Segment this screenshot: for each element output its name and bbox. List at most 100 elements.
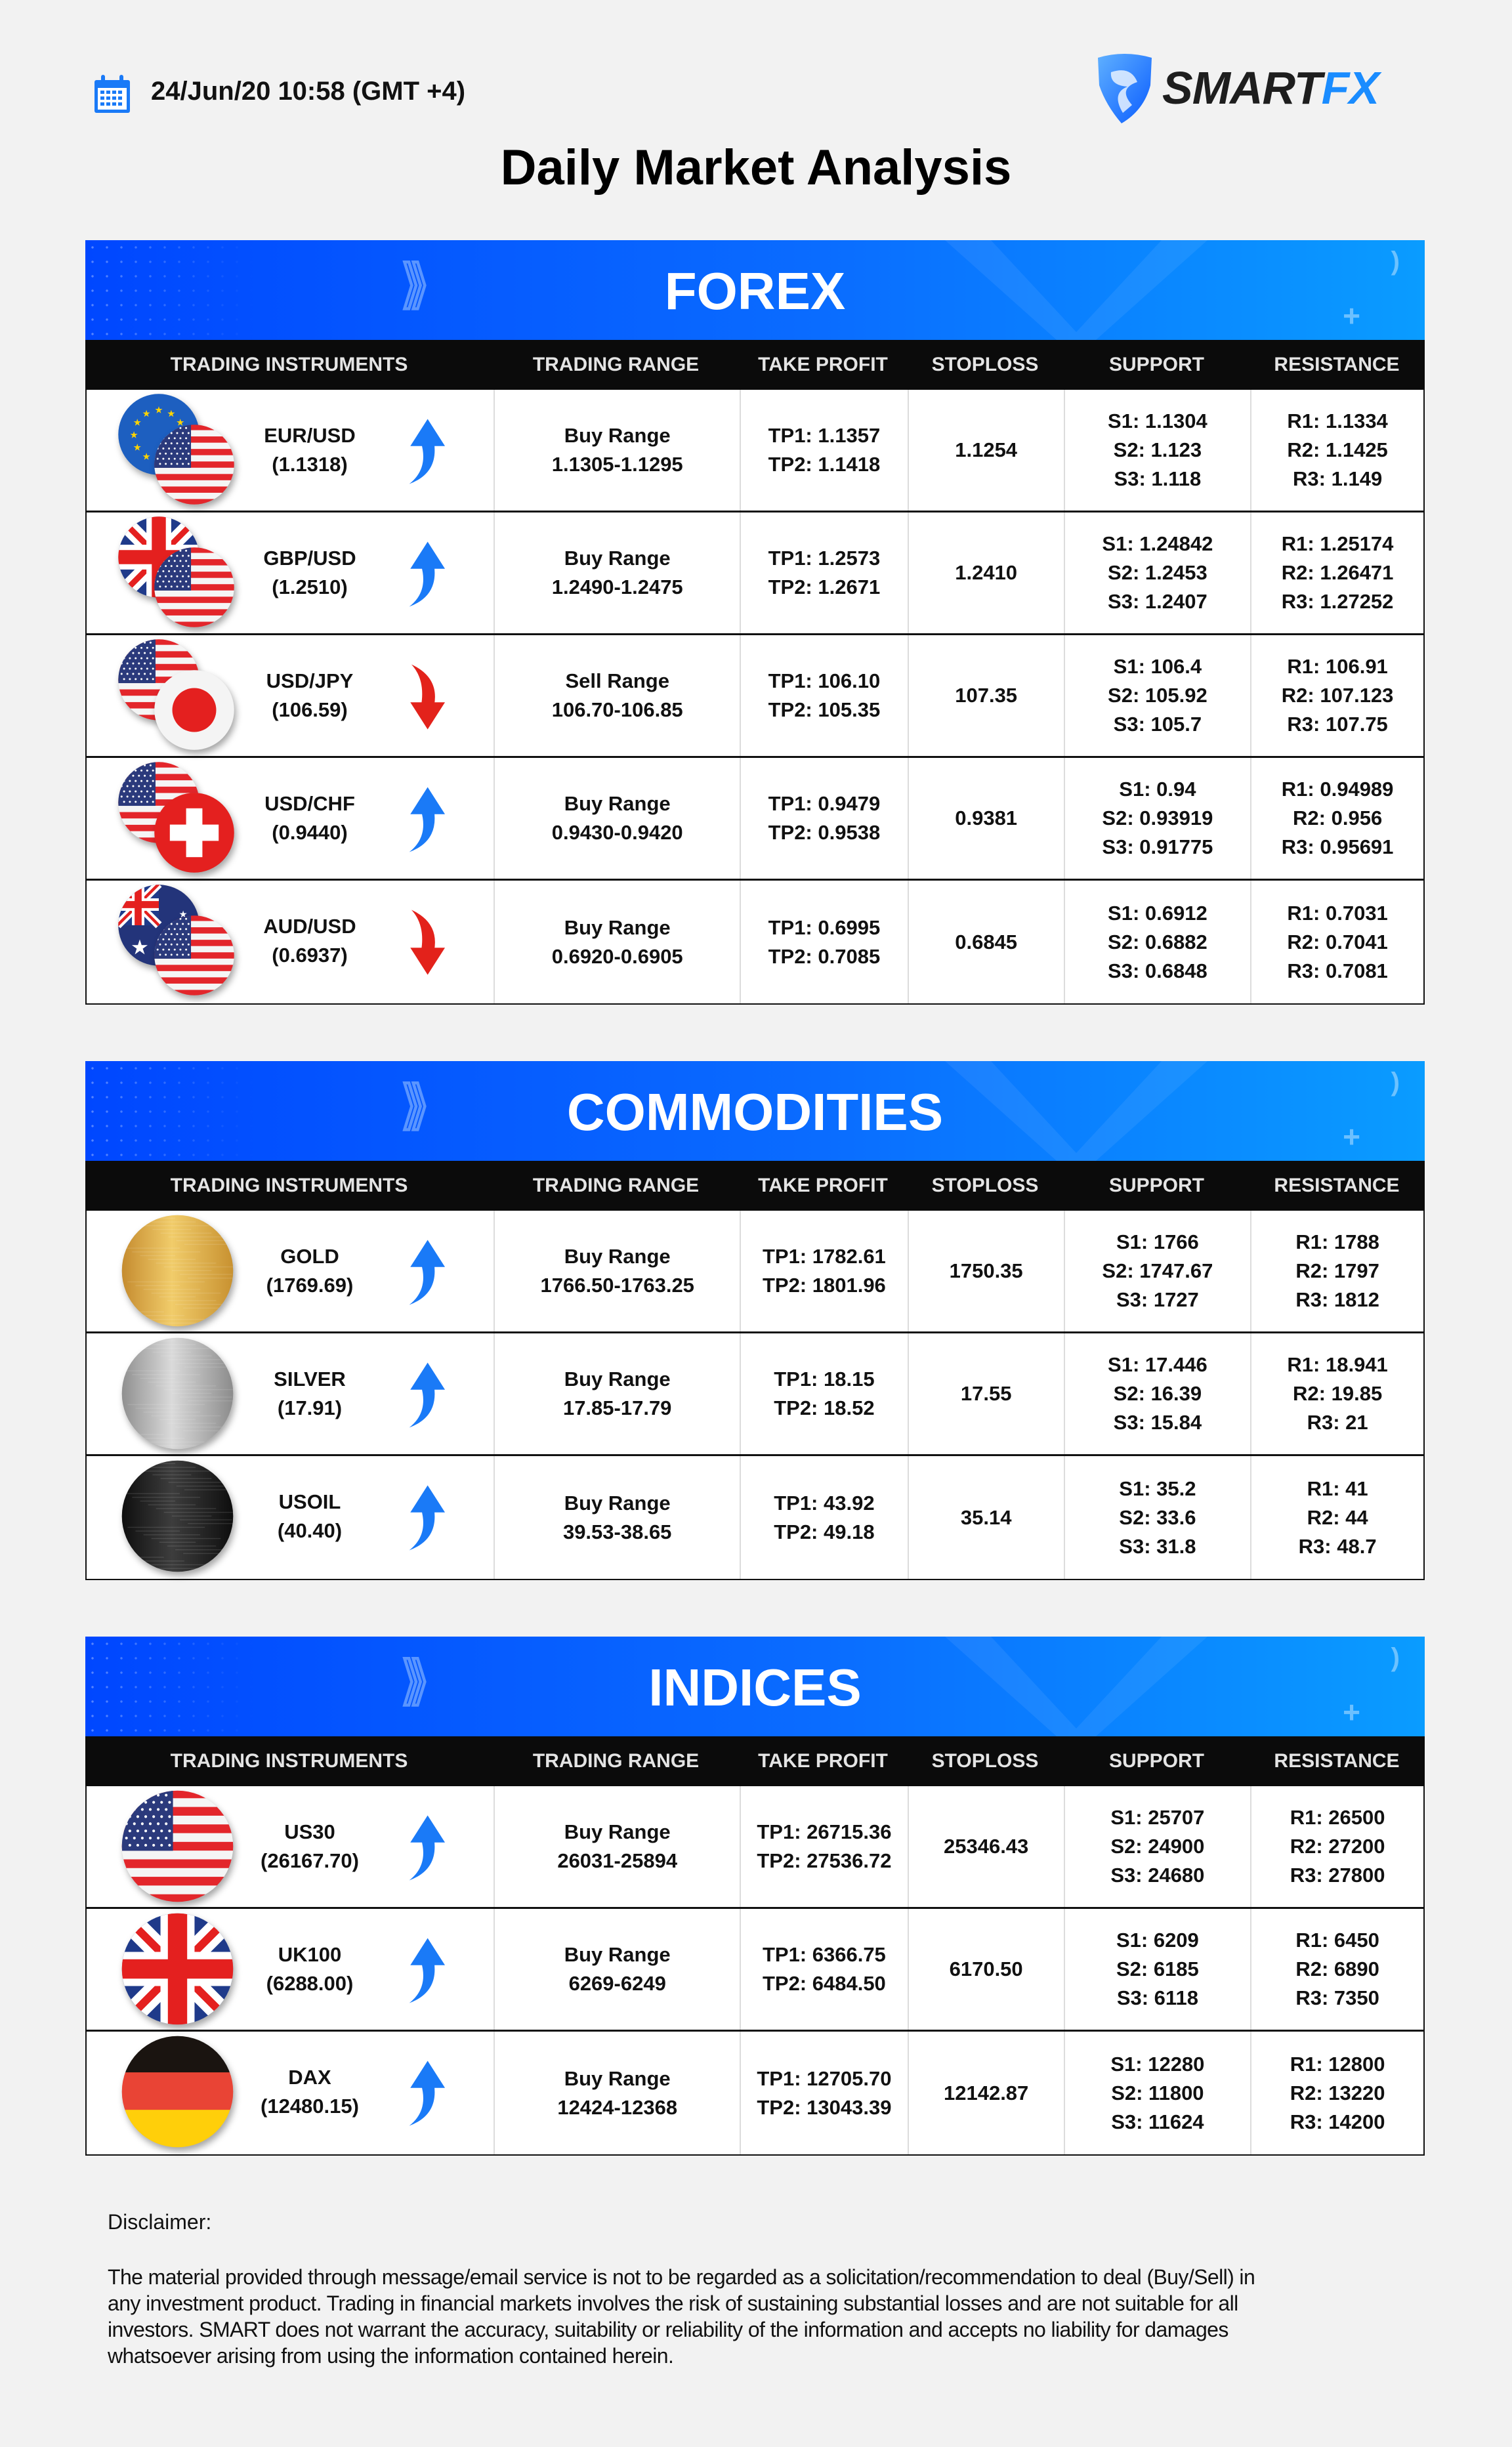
take-profit-cell: TP1: 0.6995 TP2: 0.7085: [740, 881, 908, 1003]
column-header: SUPPORT: [1108, 1175, 1205, 1196]
stoploss-value: 25346.43: [943, 1835, 1029, 1858]
disclaimer-line: whatsoever arising from using the inform…: [108, 2344, 674, 2368]
range-label: Buy Range: [564, 2066, 671, 2090]
instrument-cell: ★★★ AUD/USD(0.6937): [87, 881, 494, 1003]
arrow-up-icon: [409, 1362, 446, 1428]
column-header: RESISTANCE: [1274, 1175, 1400, 1196]
table-row: USD/JPY (106.59) Sell Range 106.70-106.85 …: [87, 635, 1423, 758]
support-level: S1: 12280: [1110, 2052, 1205, 2076]
support-level: S3: 11624: [1111, 2110, 1204, 2133]
tp2: TP2: 1801.96: [762, 1274, 886, 1297]
support-level: S3: 24680: [1110, 1864, 1205, 1887]
support-level: S3: 1.2407: [1108, 590, 1208, 613]
table-row: SILVER (17.91) Buy Range 17.85-17.79 TP1: …: [87, 1333, 1423, 1456]
support-cell: S1: 12280 S2: 11800 S3: 11624: [1063, 2032, 1251, 2154]
instrument-name: USOIL: [278, 1490, 341, 1513]
take-profit-cell: TP1: 12705.70 TP2: 13043.39: [740, 2032, 908, 2154]
stoploss-value: 1750.35: [949, 1259, 1023, 1282]
resistance-level: R3: 7350: [1295, 1986, 1379, 2009]
chevron-decoration-icon: ⟫: [400, 254, 430, 314]
resistance-level: R3: 1812: [1295, 1288, 1379, 1311]
arrow-up-icon: [409, 1485, 446, 1551]
us-flag-icon: [154, 425, 234, 505]
section-commodities: ⟫ ) + COMMODITIES TRADING INSTRUMENTS TRA…: [85, 1061, 1425, 1580]
resistance-level: R2: 6890: [1295, 1957, 1379, 1980]
tp2: TP2: 105.35: [768, 698, 881, 721]
support-level: S3: 0.6848: [1108, 959, 1208, 982]
trading-range-cell: Buy Range 0.6920-0.6905: [494, 881, 740, 1003]
resistance-level: R3: 0.7081: [1287, 959, 1388, 982]
tp1: TP1: 18.15: [774, 1368, 875, 1391]
support-level: S3: 1727: [1116, 1288, 1199, 1311]
resistance-cell: R1: 1788 R2: 1797 R3: 1812: [1250, 1211, 1423, 1331]
instrument-price: (26167.70): [261, 1849, 359, 1872]
plus-decoration-icon: +: [1343, 299, 1360, 333]
bracket-decoration-icon: ): [1391, 247, 1400, 276]
support-level: S1: 1766: [1116, 1230, 1199, 1253]
instrument-cell: USD/CHF (0.9440): [87, 758, 494, 879]
table-header: TRADING INSTRUMENTS TRADING RANGE TAKE PRO…: [85, 1161, 1425, 1211]
stoploss-value: 12142.87: [943, 2081, 1029, 2104]
support-level: S1: 6209: [1116, 1929, 1199, 1952]
support-level: S1: 0.6912: [1108, 901, 1208, 925]
take-profit-cell: TP1: 0.9479 TP2: 0.9538: [740, 758, 908, 879]
tp2: TP2: 49.18: [774, 1520, 875, 1543]
section-banner: ⟫ ) + COMMODITIES: [85, 1061, 1425, 1161]
silver-flag-icon: [121, 1337, 234, 1450]
range-value: 6269-6249: [568, 1972, 666, 1995]
tp1: TP1: 1.1357: [768, 424, 881, 447]
resistance-level: R2: 1.26471: [1281, 561, 1394, 584]
oil-flag-icon: [121, 1460, 234, 1572]
instrument-name: UK100: [278, 1943, 342, 1966]
support-level: S1: 25707: [1110, 1806, 1205, 1829]
range-value: 39.53-38.65: [562, 1520, 672, 1543]
table-header: TRADING INSTRUMENTS TRADING RANGE TAKE PRO…: [85, 1736, 1425, 1786]
table-row: DAX (12480.15) Buy Range 12424-12368 TP1: …: [87, 2032, 1423, 2154]
resistance-level: R2: 1797: [1295, 1259, 1379, 1282]
support-level: S2: 11800: [1111, 2081, 1204, 2104]
support-cell: S1: 1.24842 S2: 1.2453 S3: 1.2407: [1063, 512, 1251, 633]
range-label: Buy Range: [564, 1943, 671, 1966]
stoploss-cell: 35.14: [907, 1456, 1064, 1579]
svg-text:★: ★: [131, 430, 138, 440]
uk-flag-icon: [118, 516, 200, 598]
trading-range-cell: Sell Range 106.70-106.85: [494, 635, 740, 756]
resistance-level: R1: 0.7031: [1287, 901, 1388, 925]
support-level: S3: 31.8: [1119, 1534, 1196, 1558]
column-header: STOPLOSS: [931, 1750, 1039, 1772]
table-row: GOLD (1769.69) Buy Range 1766.50-1763.25 T…: [87, 1211, 1423, 1333]
instrument-table: US30 (26167.70) Buy Range 26031-25894 TP1:…: [85, 1786, 1425, 2156]
page-header: 24/Jun/20 10:58 (GMT +4) SMARTFX Daily M…: [0, 0, 1512, 210]
trading-range-cell: Buy Range 1.1305-1.1295: [494, 390, 740, 511]
instrument-price: (106.59): [272, 698, 348, 721]
stoploss-cell: 1.1254: [907, 390, 1064, 511]
support-level: S2: 105.92: [1108, 684, 1208, 707]
support-level: S2: 0.93919: [1102, 806, 1213, 829]
resistance-level: R1: 106.91: [1287, 655, 1388, 678]
bracket-decoration-icon: ): [1391, 1643, 1400, 1672]
instrument-cell: USD/JPY (106.59): [87, 635, 494, 756]
instrument-cell: USOIL (40.40): [87, 1456, 494, 1579]
support-cell: S1: 17.446 S2: 16.39 S3: 15.84: [1063, 1333, 1251, 1454]
support-level: S2: 1.2453: [1108, 561, 1208, 584]
support-cell: S1: 6209 S2: 6185 S3: 6118: [1063, 1909, 1251, 2030]
range-label: Buy Range: [564, 1820, 671, 1843]
calendar-icon: [94, 75, 130, 113]
arrow-up-icon: [409, 1815, 446, 1881]
arrow-up-icon: [409, 787, 446, 852]
resistance-level: R1: 12800: [1290, 2052, 1385, 2076]
range-value: 12424-12368: [557, 2095, 678, 2119]
table-header: TRADING INSTRUMENTS TRADING RANGE TAKE PRO…: [85, 340, 1425, 390]
support-level: S3: 105.7: [1113, 713, 1202, 736]
tp1: TP1: 12705.70: [757, 2066, 892, 2090]
resistance-level: R2: 27200: [1290, 1835, 1385, 1858]
tp2: TP2: 0.7085: [768, 944, 881, 968]
range-value: 0.6920-0.6905: [551, 944, 683, 968]
column-header: TAKE PROFIT: [758, 1750, 888, 1772]
trading-range-cell: Buy Range 6269-6249: [494, 1909, 740, 2030]
trading-range-cell: Buy Range 39.53-38.65: [494, 1456, 740, 1579]
resistance-level: R3: 48.7: [1298, 1534, 1377, 1558]
instrument-name: AUD/USD: [263, 915, 356, 938]
resistance-cell: R1: 12800 R2: 13220 R3: 14200: [1250, 2032, 1423, 2154]
logo-fx: FX: [1321, 62, 1379, 114]
